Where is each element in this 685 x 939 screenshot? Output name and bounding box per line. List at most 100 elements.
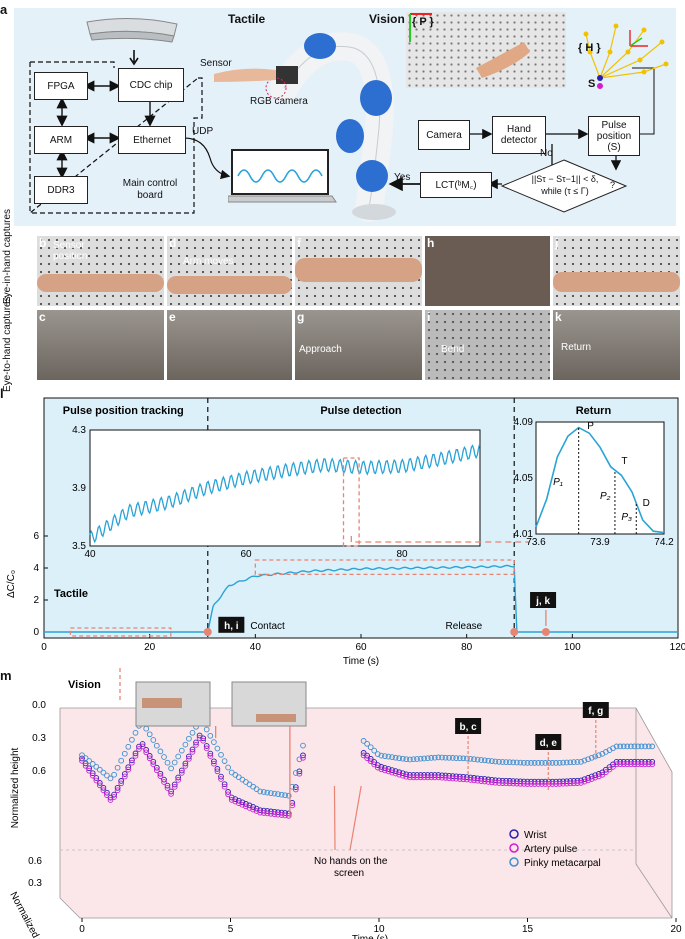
data-point	[535, 781, 542, 787]
capture-b: b Sensor position	[37, 236, 164, 306]
section-title-tracking: Pulse position tracking	[63, 405, 184, 417]
data-point	[221, 783, 228, 790]
data-point	[513, 759, 520, 766]
data-point	[428, 755, 435, 761]
data-point	[250, 804, 256, 810]
data-point	[624, 743, 631, 750]
data-point	[524, 760, 531, 766]
label-e: e	[169, 310, 176, 324]
data-point	[553, 760, 559, 766]
chart-l: Pulse position tracking Pulse detection Re…	[6, 397, 685, 667]
data-point	[186, 756, 192, 762]
inset2-y-tick-label: 4.05	[514, 473, 534, 484]
data-point	[196, 735, 203, 741]
data-point	[171, 784, 178, 790]
data-point	[403, 756, 410, 763]
data-point	[560, 759, 566, 766]
data-point	[203, 743, 210, 749]
x-tick-label: 0	[41, 642, 47, 653]
data-point	[399, 755, 406, 762]
release-label: Release	[446, 621, 483, 632]
data-point	[225, 791, 231, 798]
data-point	[118, 780, 125, 787]
data-point	[243, 803, 249, 810]
data-point	[139, 741, 146, 747]
data-point	[414, 756, 420, 762]
data-point	[489, 779, 495, 786]
data-point	[257, 788, 264, 795]
data-point	[424, 755, 431, 762]
data-point	[186, 735, 192, 742]
data-point	[485, 757, 492, 764]
tag-bg-0	[455, 718, 482, 734]
data-point	[528, 760, 534, 766]
data-point	[175, 774, 182, 781]
data-point	[431, 754, 438, 761]
data-point	[528, 781, 534, 787]
data-point	[592, 753, 599, 760]
data-point	[200, 735, 207, 742]
data-point	[150, 737, 157, 743]
x-axis-label: Time (s)	[343, 656, 379, 667]
no-hands-label-1: No hands on the	[314, 856, 388, 867]
data-point	[164, 759, 171, 766]
data-point	[407, 756, 413, 763]
hand-keypoint-sketch	[583, 23, 669, 89]
data-point	[535, 760, 542, 766]
panel-label-l: l	[0, 386, 4, 401]
no-label: No	[540, 148, 553, 159]
data-point	[193, 739, 199, 746]
data-point	[478, 757, 485, 763]
data-point	[364, 755, 370, 761]
data-point	[268, 790, 274, 796]
data-point	[114, 764, 121, 771]
data-point	[153, 764, 160, 771]
data-point	[531, 781, 538, 787]
x-tick-label: 20	[670, 924, 682, 935]
data-point	[510, 780, 517, 787]
label-i: i	[427, 310, 431, 324]
data-point	[125, 766, 132, 773]
approach-text: Approach	[299, 344, 342, 355]
section-title-detection: Pulse detection	[320, 405, 402, 417]
data-point	[478, 778, 485, 784]
data-point	[464, 776, 470, 783]
y-tick-label-height: 0.6	[32, 766, 46, 777]
decision-diamond	[500, 159, 628, 213]
data-point	[86, 758, 92, 764]
data-point	[292, 784, 299, 790]
capture-g: g Approach	[295, 310, 422, 380]
inset-pulse-frame	[535, 421, 665, 535]
data-point	[275, 811, 281, 818]
data-point	[588, 773, 595, 780]
panel-label-a: a	[0, 2, 8, 17]
data-point	[153, 767, 160, 774]
data-point	[385, 768, 392, 775]
data-point	[635, 761, 641, 768]
data-point	[546, 760, 552, 766]
data-point	[496, 780, 502, 786]
capture-e: e	[167, 310, 292, 380]
data-point	[613, 761, 620, 768]
data-point	[389, 769, 395, 776]
y-tick-label: 2	[33, 595, 39, 606]
data-point	[268, 810, 274, 817]
thumbnail-hand-1	[142, 698, 182, 708]
data-point	[107, 775, 114, 782]
data-point	[79, 752, 85, 759]
y-tick-label: 6	[33, 531, 39, 542]
data-point	[282, 792, 288, 799]
data-point	[157, 770, 164, 777]
y-tick-label: 0	[33, 627, 39, 638]
x-tick-label: 20	[144, 642, 156, 653]
data-point	[620, 761, 627, 768]
data-point	[182, 760, 189, 767]
data-point	[553, 781, 559, 787]
data-point	[225, 789, 231, 795]
inset-detection-frame	[89, 429, 481, 547]
data-point	[439, 754, 445, 761]
data-point	[407, 774, 413, 781]
data-point	[367, 755, 374, 762]
data-point	[531, 760, 538, 766]
data-point	[556, 759, 563, 766]
